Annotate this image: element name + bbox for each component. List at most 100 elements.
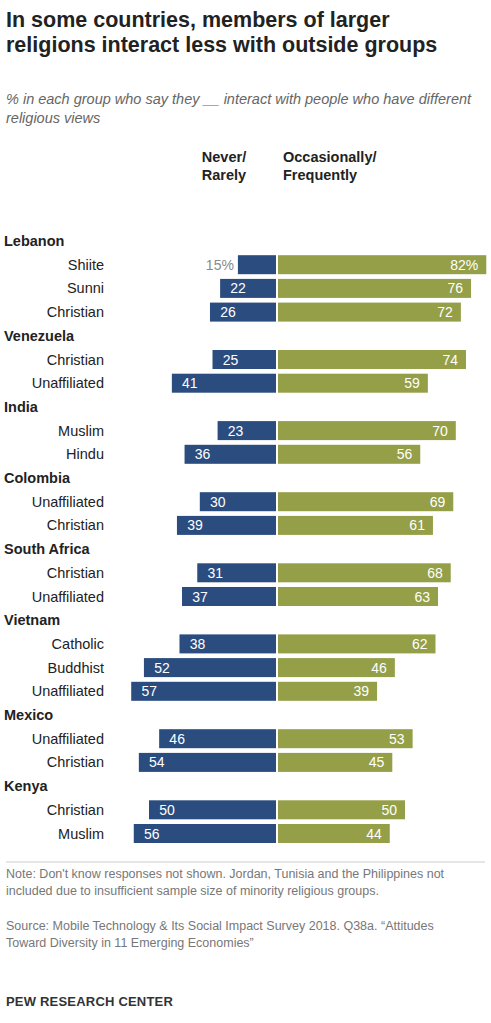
bar	[149, 800, 276, 819]
data-label: 62	[412, 636, 428, 652]
category-label: Hindu	[66, 446, 104, 462]
data-label: 50	[159, 802, 175, 818]
data-label: 54	[149, 754, 165, 770]
data-label: 37	[192, 589, 208, 605]
data-label: 45	[369, 754, 385, 770]
bar	[179, 634, 276, 653]
bar	[278, 255, 486, 274]
bar	[144, 658, 276, 677]
legend-entry: Never/Rarely	[202, 149, 246, 183]
bar	[238, 255, 276, 274]
data-label: 46	[169, 731, 185, 747]
data-label: 50	[381, 802, 397, 818]
rule	[6, 862, 485, 863]
data-label: 70	[432, 423, 448, 439]
bar	[278, 587, 438, 606]
data-label: 26	[220, 304, 236, 320]
category-label: Unaffiliated	[32, 683, 104, 699]
group-label: Mexico	[4, 707, 53, 723]
data-label: 69	[430, 494, 446, 510]
legend-entry: Occasionally/Frequently	[283, 149, 377, 183]
data-label: 53	[389, 731, 405, 747]
category-label: Shiite	[68, 257, 104, 273]
data-label: 63	[414, 589, 430, 605]
bar	[159, 729, 276, 748]
data-label: 36	[195, 446, 211, 462]
category-label: Christian	[47, 754, 104, 770]
labels: LebanonShiite 15% 82% Sunni 22 76 Christian 26 7…	[4, 233, 478, 842]
group-label: India	[4, 399, 39, 415]
group-label: Kenya	[4, 778, 48, 794]
data-label: 68	[427, 565, 443, 581]
category-label: Unaffiliated	[32, 494, 104, 510]
bar	[278, 658, 395, 677]
bar	[197, 563, 276, 582]
category-label: Christian	[47, 352, 104, 368]
bar	[278, 753, 392, 772]
bar	[278, 492, 453, 511]
category-label: Sunni	[67, 280, 104, 296]
bar	[213, 350, 277, 369]
data-label: 74	[442, 352, 458, 368]
bar	[185, 445, 276, 464]
category-label: Christian	[47, 802, 104, 818]
bar	[278, 824, 390, 843]
source: Source: Mobile Technology & Its Social I…	[6, 918, 476, 951]
bar	[278, 279, 471, 298]
bar	[139, 753, 276, 772]
data-label: 82%	[450, 257, 478, 273]
data-label: 41	[182, 375, 198, 391]
data-label: 44	[366, 826, 382, 842]
bar	[172, 374, 276, 393]
bar	[134, 824, 276, 843]
category-label: Christian	[47, 304, 104, 320]
data-label: 61	[409, 517, 425, 533]
data-label: 23	[228, 423, 244, 439]
category-label: Muslim	[58, 423, 104, 439]
category-label: Unaffiliated	[32, 589, 104, 605]
data-label: 22	[230, 280, 246, 296]
bar	[182, 587, 276, 606]
category-label: Christian	[47, 517, 104, 533]
group-label: Vietnam	[4, 612, 60, 628]
bar	[131, 682, 276, 701]
bar	[278, 303, 461, 322]
data-label: 30	[210, 494, 226, 510]
title: In some countries, members of larger rel…	[6, 8, 484, 58]
bar	[177, 516, 276, 535]
group-label: Venezuela	[4, 328, 75, 344]
data-label: 76	[447, 280, 463, 296]
bar	[278, 516, 433, 535]
data-label: 39	[187, 517, 203, 533]
bar	[218, 421, 276, 440]
data-label: 31	[207, 565, 223, 581]
bars	[131, 255, 486, 843]
category-label: Buddhist	[48, 660, 104, 676]
bar	[278, 800, 405, 819]
bar	[278, 563, 451, 582]
data-label: 38	[190, 636, 206, 652]
group-label: Lebanon	[4, 233, 64, 249]
bar	[278, 634, 435, 653]
bar	[200, 492, 276, 511]
group-label: Colombia	[4, 470, 71, 486]
note: Note: Don't know responses not shown. Jo…	[6, 866, 476, 899]
bar	[278, 682, 377, 701]
subtitle: % in each group who say they __ interact…	[6, 90, 476, 128]
group-label: South Africa	[4, 541, 91, 557]
data-label: 15%	[206, 257, 234, 273]
data-label: 56	[144, 826, 160, 842]
data-label: 39	[353, 683, 369, 699]
data-label: 25	[223, 352, 239, 368]
category-label: Unaffiliated	[32, 731, 104, 747]
bar	[278, 374, 428, 393]
data-label: 46	[371, 660, 387, 676]
data-label: 59	[404, 375, 420, 391]
bar	[278, 445, 420, 464]
category-label: Unaffiliated	[32, 375, 104, 391]
bar	[220, 279, 276, 298]
bar	[210, 303, 276, 322]
data-label: 56	[397, 446, 413, 462]
data-label: 52	[154, 660, 170, 676]
bar	[278, 350, 466, 369]
